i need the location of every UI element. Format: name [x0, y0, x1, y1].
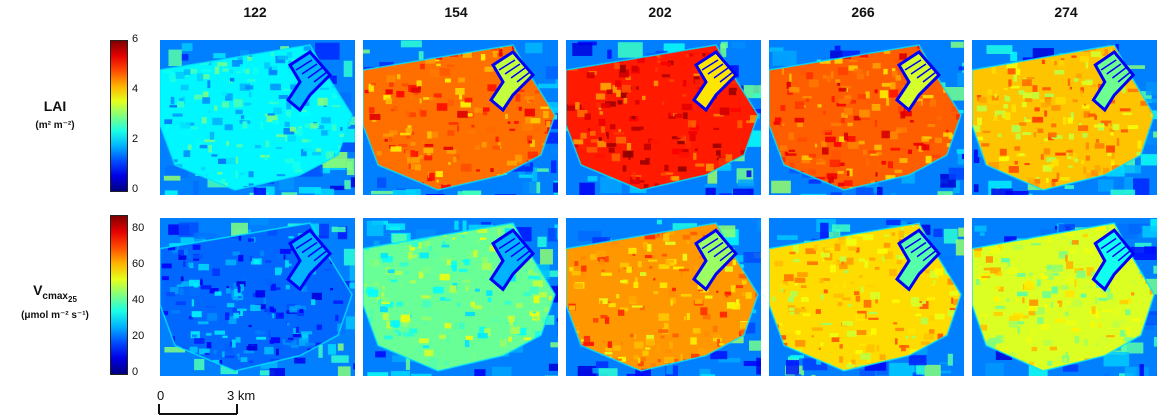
map-lai-202 [566, 40, 761, 195]
colorbar-tick-label: 0 [132, 183, 139, 195]
column-title-122: 122 [243, 4, 267, 20]
scalebar-start-label: 0 [157, 388, 165, 403]
colorbar-tick-label: 0 [132, 366, 139, 378]
scalebar-end-label: 3 km [227, 388, 256, 403]
lai-label: LAI [43, 98, 67, 114]
map-vcmax-202 [566, 218, 761, 376]
vcmax-colorbar [110, 215, 128, 375]
column-title-202: 202 [648, 4, 672, 20]
colorbar-tick-label: 60 [132, 258, 145, 271]
column-title-266: 266 [851, 4, 875, 20]
map-lai-266 [769, 40, 964, 195]
map-lai-274 [972, 40, 1157, 195]
colorbar-tick-label: 2 [132, 133, 139, 145]
lai-unit: (m² m⁻²) [35, 120, 75, 131]
vcmax-label: Vcmax25 [0, 282, 110, 304]
map-lai-122 [160, 40, 355, 195]
colorbar-tick-label: 40 [132, 294, 145, 307]
column-title-154: 154 [444, 4, 468, 20]
colorbar-tick-label: 4 [132, 83, 139, 95]
map-lai-154 [363, 40, 558, 195]
row-label-lai: LAI (m² m⁻²) [0, 98, 110, 131]
vcmax-label-main: V [33, 282, 43, 298]
row-label-vcmax: Vcmax25 (μmol m⁻² s⁻¹) [0, 282, 110, 321]
map-vcmax-154 [363, 218, 558, 376]
column-title-274: 274 [1054, 4, 1078, 20]
lai-colorbar [110, 40, 128, 192]
vcmax-label-sub-text: cmax [42, 290, 68, 302]
colorbar-tick-label: 20 [132, 330, 145, 343]
colorbar-tick-label: 80 [132, 222, 145, 235]
vcmax-label-subsub: 25 [68, 294, 77, 304]
colorbar-tick-label: 6 [132, 33, 139, 45]
scalebar [158, 404, 238, 415]
map-vcmax-266 [769, 218, 964, 376]
vcmax-label-sub: cmax25 [42, 290, 77, 304]
map-vcmax-274 [972, 218, 1157, 376]
vcmax-unit: (μmol m⁻² s⁻¹) [21, 309, 89, 321]
map-vcmax-122 [160, 218, 355, 376]
